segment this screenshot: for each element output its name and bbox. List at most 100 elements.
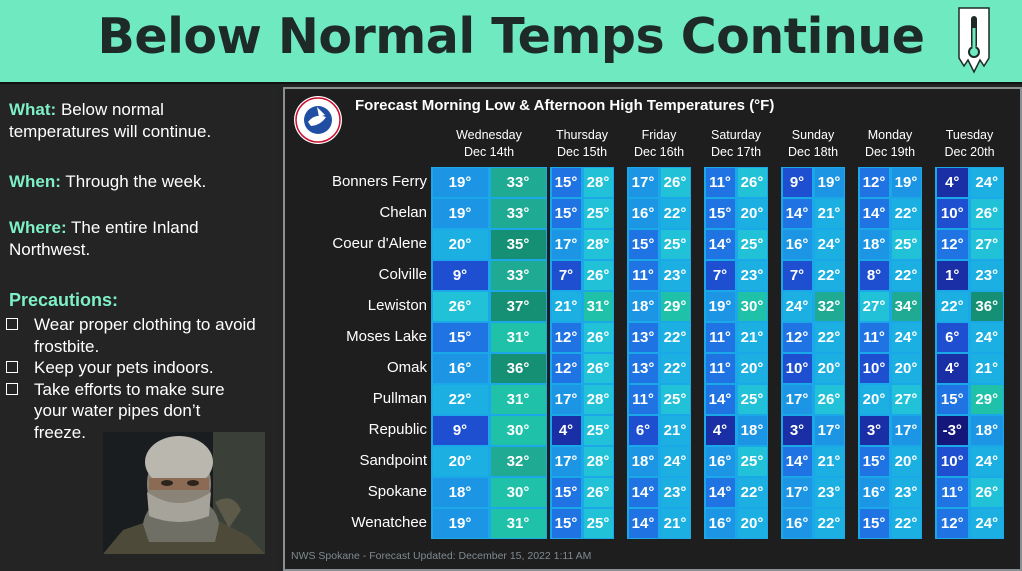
low-temp-cell: 17° (551, 447, 581, 476)
low-temp-cell: 4° (551, 416, 581, 445)
low-temp-cell: 16° (859, 478, 889, 507)
low-temp-cell: 16° (782, 230, 812, 259)
day-header-wednesday: Wednesday Dec 14th (429, 127, 549, 161)
high-temp-cell: 30° (490, 478, 546, 507)
low-temp-cell: 6° (936, 323, 968, 352)
high-temp-cell: 23° (737, 261, 767, 290)
low-temp-cell: 15° (551, 168, 581, 197)
page-title: Below Normal Temps Continue (97, 8, 925, 65)
city-label: Wenatchee (351, 514, 427, 531)
day-name: Thursday (555, 128, 609, 142)
low-temp-cell: 15° (551, 199, 581, 228)
high-temp-cell: 17° (891, 416, 921, 445)
day-name: Monday (867, 128, 913, 142)
precaution-item: Keep your pets indoors. (6, 357, 276, 379)
low-temp-cell: 4° (936, 168, 968, 197)
high-temp-cell: 21° (814, 447, 844, 476)
low-temp-cell: 14° (782, 447, 812, 476)
low-temp-cell: 12° (551, 323, 581, 352)
checkbox-icon (6, 382, 18, 395)
when-text: Through the week. (65, 172, 207, 191)
high-temp-cell: 36° (971, 292, 1003, 321)
low-temp-cell: 17° (782, 478, 812, 507)
high-temp-cell: 22° (660, 199, 690, 228)
city-label: Lewiston (367, 297, 427, 314)
city-label: Moses Lake (346, 328, 427, 345)
high-temp-cell: 20° (737, 199, 767, 228)
high-temp-cell: 24° (971, 168, 1003, 197)
high-temp-cell: 31° (490, 509, 546, 538)
high-temp-cell: 25° (737, 447, 767, 476)
low-temp-cell: 11° (705, 323, 735, 352)
high-temp-cell: 24° (814, 230, 844, 259)
high-temp-cell: 23° (971, 261, 1003, 290)
high-temp-cell: 35° (490, 230, 546, 259)
low-temp-cell: 4° (936, 354, 968, 383)
low-temp-cell: 12° (859, 168, 889, 197)
high-temp-cell: 20° (737, 509, 767, 538)
low-temp-cell: 20° (432, 230, 488, 259)
high-temp-cell: 18° (971, 416, 1003, 445)
high-temp-cell: 33° (490, 199, 546, 228)
what-text: Below normal temperatures will continue. (9, 100, 212, 141)
day-column (627, 167, 691, 539)
checkbox-icon (6, 318, 18, 330)
low-temp-cell: 13° (628, 323, 658, 352)
precaution-item: Wear proper clothing to avoid frostbite. (6, 314, 276, 357)
forecast-panel: Forecast Morning Low & Afternoon High Te… (283, 87, 1022, 571)
low-temp-cell: 17° (782, 385, 812, 414)
low-temp-cell: 10° (936, 199, 968, 228)
where-label: Where: (9, 218, 67, 237)
high-temp-cell: 26° (583, 354, 613, 383)
high-temp-cell: 26° (583, 261, 613, 290)
forecast-title: Forecast Morning Low & Afternoon High Te… (355, 97, 775, 114)
high-temp-cell: 31° (490, 385, 546, 414)
high-temp-cell: 22° (814, 509, 844, 538)
low-temp-cell: 11° (936, 478, 968, 507)
precautions-list: Wear proper clothing to avoid frostbite.… (6, 314, 276, 443)
low-temp-cell: 8° (859, 261, 889, 290)
day-column (550, 167, 614, 539)
low-temp-cell: 22° (936, 292, 968, 321)
high-temp-cell: 24° (971, 323, 1003, 352)
high-temp-cell: 27° (971, 230, 1003, 259)
low-temp-cell: 15° (551, 478, 581, 507)
low-temp-cell: 9° (432, 261, 488, 290)
day-date: Dec 15th (556, 145, 608, 159)
day-header-friday: Friday Dec 16th (599, 127, 719, 161)
high-temp-cell: 28° (583, 230, 613, 259)
header-banner: Below Normal Temps Continue (0, 0, 1022, 84)
high-temp-cell: 24° (971, 509, 1003, 538)
high-temp-cell: 26° (814, 385, 844, 414)
low-temp-cell: 18° (628, 292, 658, 321)
low-temp-cell: 12° (936, 230, 968, 259)
low-temp-cell: 19° (432, 509, 488, 538)
high-temp-cell: 23° (660, 478, 690, 507)
low-temp-cell: 14° (705, 230, 735, 259)
checkbox-icon (6, 361, 18, 373)
day-column (781, 167, 845, 539)
high-temp-cell: 26° (660, 168, 690, 197)
low-temp-cell: 14° (705, 478, 735, 507)
high-temp-cell: 26° (971, 478, 1003, 507)
day-date: Dec 14th (463, 145, 515, 159)
low-temp-cell: 11° (705, 168, 735, 197)
high-temp-cell: 31° (583, 292, 613, 321)
low-temp-cell: 20° (859, 385, 889, 414)
day-header-thursday: Thursday Dec 15th (522, 127, 642, 161)
high-temp-cell: 28° (583, 168, 613, 197)
low-temp-cell: 14° (782, 199, 812, 228)
low-temp-cell: 14° (705, 385, 735, 414)
low-temp-cell: 18° (859, 230, 889, 259)
low-temp-cell: 16° (782, 509, 812, 538)
city-label: Sandpoint (359, 452, 427, 469)
low-temp-cell: 4° (705, 416, 735, 445)
low-temp-cell: 6° (628, 416, 658, 445)
high-temp-cell: 17° (814, 416, 844, 445)
low-temp-cell: 19° (705, 292, 735, 321)
low-temp-cell: 1° (936, 261, 968, 290)
low-temp-cell: 9° (782, 168, 812, 197)
high-temp-cell: 22° (814, 261, 844, 290)
precaution-text: Keep your pets indoors. (34, 358, 214, 377)
low-temp-cell: 24° (782, 292, 812, 321)
